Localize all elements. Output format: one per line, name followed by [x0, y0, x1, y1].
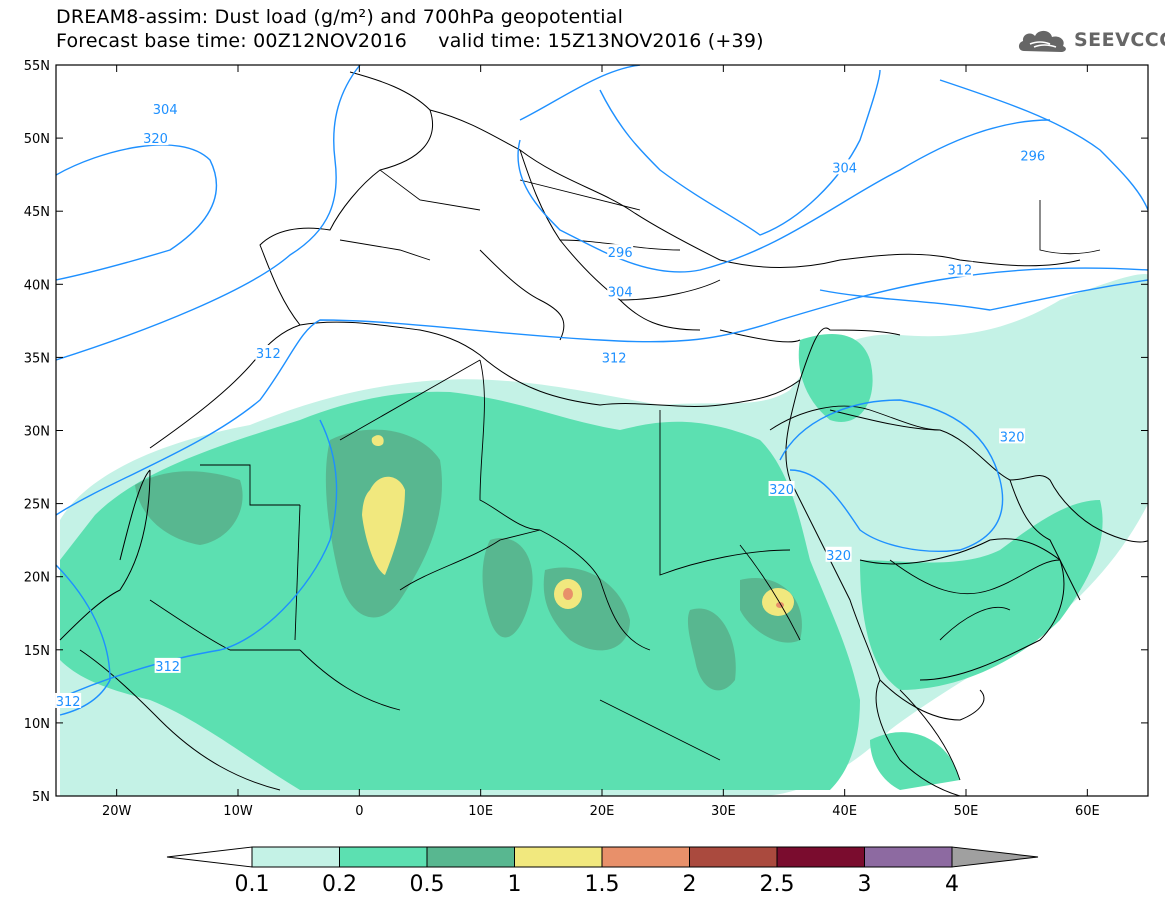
latitude-label: 45N — [24, 205, 50, 220]
latitude-label: 25N — [24, 498, 50, 513]
latitude-label: 5N — [32, 790, 50, 805]
colorbar-swatch — [339, 846, 428, 868]
contour-label-background — [255, 345, 282, 361]
colorbar-label: 3 — [858, 872, 872, 897]
logo-text: SEEVCCC — [1074, 29, 1165, 51]
colorbar-swatch — [514, 846, 603, 868]
contour-label: 304 — [153, 103, 178, 118]
contour-label: 320 — [143, 132, 168, 147]
colorbar-swatch — [426, 846, 515, 868]
contour-label: 312 — [256, 347, 281, 362]
contour-label-background — [607, 283, 634, 299]
contour-label-background — [601, 349, 628, 365]
contour-label: 304 — [832, 161, 857, 176]
seevccc-logo: SEEVCCC — [1016, 24, 1165, 56]
colorbar-label: 2.5 — [760, 872, 795, 897]
longitude-label: 40E — [832, 804, 857, 819]
contour-label: 304 — [608, 286, 633, 301]
contour-label-background — [152, 100, 179, 116]
colorbar: 0.1 0.2 0.5 1 1.5 2 2.5 3 4 — [166, 846, 1039, 897]
colorbar-label: 0.1 — [235, 872, 270, 897]
dust-shading-yellow — [362, 435, 794, 616]
contour-label-background — [999, 428, 1026, 444]
contour-label: 320 — [1000, 430, 1025, 445]
longitude-label: 10W — [223, 804, 253, 819]
contour-label-background — [825, 546, 852, 562]
contour-label: 312 — [56, 695, 81, 710]
axis-ticks — [56, 64, 1148, 797]
colorbar-label: 1.5 — [585, 872, 620, 897]
colorbar-label: 0.2 — [322, 872, 357, 897]
latitude-label: 30N — [24, 425, 50, 440]
contour-label: 312 — [155, 660, 180, 675]
colorbar-swatch — [251, 846, 340, 868]
latitude-label: 20N — [24, 571, 50, 586]
contour-label: 312 — [948, 264, 973, 279]
colorbar-swatch — [864, 846, 953, 868]
colorbar-label: 1 — [508, 872, 522, 897]
longitude-label: 50E — [954, 804, 979, 819]
longitude-label: 60E — [1075, 804, 1100, 819]
map-plot-area — [56, 65, 1148, 796]
colorbar-label: 4 — [945, 872, 959, 897]
contour-label-background — [55, 692, 82, 708]
latitude-labels: 55N 50N 45N 40N 35N 30N 25N 20N 15N 10N 5N — [24, 59, 50, 805]
contour-label-background — [946, 261, 973, 277]
contour-label: 320 — [826, 549, 851, 564]
colorbar-swatch — [776, 846, 865, 868]
country-borders — [149, 169, 1101, 781]
longitude-label: 10E — [468, 804, 493, 819]
map-title-line-1: DREAM8-assim: Dust load (g/m²) and 700hP… — [56, 6, 624, 28]
contour-label: 296 — [608, 246, 633, 261]
longitude-label: 30E — [711, 804, 736, 819]
longitude-label: 0 — [355, 804, 363, 819]
contour-label-background — [607, 244, 634, 260]
cloud-icon — [1018, 30, 1066, 52]
longitude-labels: 20W 10W 0 10E 20E 30E 40E 50E 60E — [102, 804, 1100, 819]
longitude-label: 20E — [590, 804, 615, 819]
latitude-label: 15N — [24, 644, 50, 659]
colorbar-swatch — [601, 846, 690, 868]
contour-labels: 304 320 296 304 296 304 312 312 312 320 320 320 312 3… — [55, 100, 1046, 710]
latitude-label: 55N — [24, 59, 50, 74]
longitude-label: 20W — [102, 804, 132, 819]
latitude-label: 10N — [24, 717, 50, 732]
latitude-label: 35N — [24, 351, 50, 366]
contour-label-background — [142, 130, 169, 146]
latitude-label: 40N — [24, 278, 50, 293]
contour-label: 320 — [769, 483, 794, 498]
map-title-line-2: Forecast base time: 00Z12NOV2016 valid t… — [56, 30, 764, 52]
contour-label-background — [768, 480, 795, 496]
colorbar-label: 0.5 — [410, 872, 445, 897]
contour-label: 296 — [1020, 150, 1045, 165]
contour-label-background — [831, 159, 858, 175]
coastlines — [59, 71, 1148, 796]
geopotential-contours — [56, 65, 1148, 716]
colorbar-swatch — [689, 846, 778, 868]
contour-label-background — [1019, 147, 1046, 163]
contour-label-background — [154, 657, 181, 673]
contour-label: 312 — [602, 351, 627, 366]
colorbar-low-arrow — [166, 846, 253, 868]
latitude-label: 50N — [24, 132, 50, 147]
colorbar-high-arrow — [951, 846, 1039, 868]
colorbar-label: 2 — [683, 872, 697, 897]
